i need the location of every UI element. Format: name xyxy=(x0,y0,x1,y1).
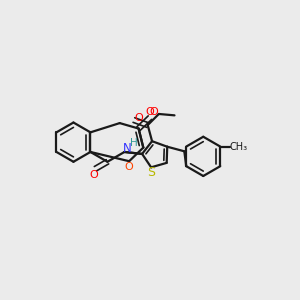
Text: O: O xyxy=(134,113,143,123)
Text: N: N xyxy=(123,142,132,154)
Text: O: O xyxy=(150,107,158,117)
Text: CH₃: CH₃ xyxy=(230,142,248,152)
Text: O: O xyxy=(89,169,98,179)
Text: H: H xyxy=(130,138,138,148)
Text: O: O xyxy=(146,107,154,117)
Text: O: O xyxy=(125,162,134,172)
Text: S: S xyxy=(147,166,155,179)
